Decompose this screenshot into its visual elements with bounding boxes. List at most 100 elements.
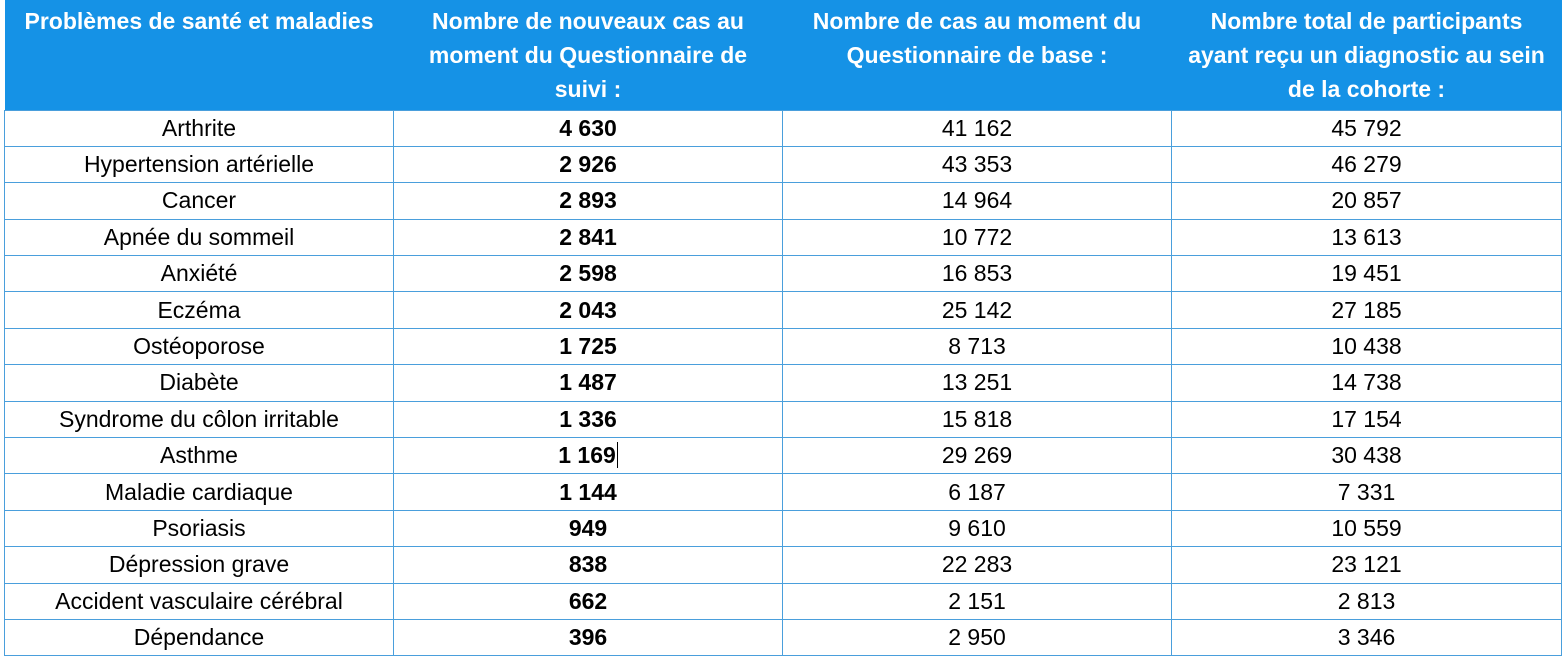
- table-row: Dépendance 396 2 950 3 346: [4, 618, 1562, 657]
- cell-new-cases[interactable]: 4 630: [393, 109, 783, 147]
- cell-condition[interactable]: Accident vasculaire cérébral: [4, 582, 394, 620]
- cell-new-cases[interactable]: 2 841: [393, 218, 783, 257]
- cell-baseline-cases[interactable]: 29 269: [782, 437, 1172, 475]
- table-row: Dépression grave 838 22 283 23 121: [4, 546, 1562, 584]
- cell-condition-text: Hypertension artérielle: [83, 151, 315, 178]
- cell-total-diagnosed-text: 14 738: [1331, 369, 1402, 396]
- cell-new-cases-text: 838: [568, 551, 608, 578]
- cell-new-cases-text: 949: [568, 514, 608, 541]
- cell-total-diagnosed[interactable]: 7 331: [1171, 473, 1562, 511]
- cell-total-diagnosed[interactable]: 10 438: [1171, 327, 1562, 366]
- cell-condition[interactable]: Asthme: [4, 437, 394, 475]
- header-condition: Problèmes de santé et maladies: [4, 0, 394, 110]
- cell-condition-text: Diabète: [159, 369, 239, 396]
- cell-total-diagnosed[interactable]: 27 185: [1171, 291, 1562, 329]
- cell-baseline-cases-text: 2 950: [948, 624, 1006, 651]
- cell-baseline-cases[interactable]: 10 772: [782, 218, 1172, 257]
- cell-total-diagnosed-text: 45 792: [1331, 114, 1402, 141]
- cell-condition[interactable]: Psoriasis: [4, 509, 394, 548]
- cell-new-cases[interactable]: 1 725: [393, 327, 783, 366]
- table-row: Ostéoporose 1 725 8 713 10 438: [4, 327, 1562, 366]
- cell-new-cases-text: 2 841: [559, 223, 617, 250]
- cell-new-cases[interactable]: 1 336: [393, 400, 783, 439]
- cell-new-cases[interactable]: 2 043: [393, 291, 783, 329]
- cell-total-diagnosed[interactable]: 23 121: [1171, 546, 1562, 584]
- cell-condition[interactable]: Arthrite: [4, 109, 394, 147]
- table-header-row: Problèmes de santé et maladies Nombre de…: [4, 0, 1562, 110]
- cell-baseline-cases[interactable]: 15 818: [782, 400, 1172, 439]
- cell-baseline-cases[interactable]: 25 142: [782, 291, 1172, 329]
- cell-condition[interactable]: Eczéma: [4, 291, 394, 329]
- table-row: Apnée du sommeil 2 841 10 772 13 613: [4, 218, 1562, 257]
- cell-total-diagnosed-text: 30 438: [1331, 442, 1402, 469]
- cell-total-diagnosed-text: 10 559: [1331, 514, 1402, 541]
- cell-baseline-cases[interactable]: 41 162: [782, 109, 1172, 147]
- cell-condition[interactable]: Ostéoporose: [4, 327, 394, 366]
- cell-baseline-cases[interactable]: 14 964: [782, 182, 1172, 220]
- cell-condition-text: Eczéma: [157, 296, 241, 323]
- cell-baseline-cases[interactable]: 9 610: [782, 509, 1172, 548]
- cell-new-cases-text: 4 630: [559, 114, 617, 141]
- table-row: Hypertension artérielle 2 926 43 353 46 279: [4, 145, 1562, 184]
- header-baseline-cases: Nombre de cas au moment du Questionnaire…: [782, 0, 1172, 110]
- cell-total-diagnosed[interactable]: 2 813: [1171, 582, 1562, 620]
- cell-baseline-cases-text: 22 283: [941, 551, 1013, 578]
- cell-new-cases[interactable]: 1 169: [393, 437, 783, 475]
- cell-new-cases[interactable]: 396: [393, 618, 783, 657]
- cell-baseline-cases[interactable]: 2 151: [782, 582, 1172, 620]
- cell-new-cases[interactable]: 2 926: [393, 145, 783, 184]
- cell-new-cases-text: 1 169: [558, 442, 618, 469]
- cell-total-diagnosed[interactable]: 20 857: [1171, 182, 1562, 220]
- cell-new-cases-text: 1 487: [559, 369, 617, 396]
- header-new-cases: Nombre de nouveaux cas au moment du Ques…: [393, 0, 783, 110]
- cell-new-cases[interactable]: 662: [393, 582, 783, 620]
- cell-condition[interactable]: Dépendance: [4, 618, 394, 657]
- cell-total-diagnosed-text: 10 438: [1331, 333, 1402, 360]
- cell-total-diagnosed[interactable]: 3 346: [1171, 618, 1562, 657]
- cell-baseline-cases[interactable]: 22 283: [782, 546, 1172, 584]
- cell-baseline-cases[interactable]: 43 353: [782, 145, 1172, 184]
- table-row: Eczéma 2 043 25 142 27 185: [4, 291, 1562, 329]
- cell-total-diagnosed-text: 7 331: [1337, 478, 1396, 505]
- cell-new-cases[interactable]: 2 598: [393, 255, 783, 293]
- cell-baseline-cases[interactable]: 13 251: [782, 364, 1172, 402]
- cell-new-cases[interactable]: 1 487: [393, 364, 783, 402]
- cell-condition[interactable]: Apnée du sommeil: [4, 218, 394, 257]
- cell-total-diagnosed[interactable]: 17 154: [1171, 400, 1562, 439]
- cell-new-cases-text: 396: [568, 624, 608, 651]
- cell-baseline-cases[interactable]: 6 187: [782, 473, 1172, 511]
- table-row: Accident vasculaire cérébral 662 2 151 2 81…: [4, 582, 1562, 620]
- cell-condition-text: Ostéoporose: [133, 333, 265, 360]
- cell-total-diagnosed[interactable]: 19 451: [1171, 255, 1562, 293]
- cell-new-cases[interactable]: 838: [393, 546, 783, 584]
- cell-new-cases[interactable]: 2 893: [393, 182, 783, 220]
- cell-new-cases[interactable]: 949: [393, 509, 783, 548]
- cell-baseline-cases-text: 8 713: [948, 333, 1006, 360]
- cell-condition[interactable]: Syndrome du côlon irritable: [4, 400, 394, 439]
- cell-condition[interactable]: Cancer: [4, 182, 394, 220]
- cell-total-diagnosed-text: 3 346: [1337, 624, 1396, 651]
- cell-condition[interactable]: Maladie cardiaque: [4, 473, 394, 511]
- cell-total-diagnosed-text: 46 279: [1331, 151, 1402, 178]
- cell-new-cases-text: 662: [568, 587, 608, 614]
- cell-baseline-cases-text: 6 187: [948, 478, 1006, 505]
- cell-new-cases-text: 1 336: [559, 405, 617, 432]
- cell-total-diagnosed[interactable]: 13 613: [1171, 218, 1562, 257]
- cell-condition[interactable]: Anxiété: [4, 255, 394, 293]
- cell-baseline-cases[interactable]: 8 713: [782, 327, 1172, 366]
- cell-condition-text: Dépendance: [133, 624, 265, 651]
- cell-total-diagnosed[interactable]: 14 738: [1171, 364, 1562, 402]
- cell-condition[interactable]: Hypertension artérielle: [4, 145, 394, 184]
- cell-total-diagnosed[interactable]: 10 559: [1171, 509, 1562, 548]
- cell-baseline-cases[interactable]: 16 853: [782, 255, 1172, 293]
- cell-new-cases[interactable]: 1 144: [393, 473, 783, 511]
- cell-total-diagnosed[interactable]: 45 792: [1171, 109, 1562, 147]
- cell-total-diagnosed[interactable]: 30 438: [1171, 437, 1562, 475]
- table-row: Maladie cardiaque 1 144 6 187 7 331: [4, 473, 1562, 511]
- cell-condition[interactable]: Dépression grave: [4, 546, 394, 584]
- cell-baseline-cases-text: 10 772: [941, 223, 1013, 250]
- cell-baseline-cases-text: 14 964: [941, 187, 1013, 214]
- cell-condition[interactable]: Diabète: [4, 364, 394, 402]
- cell-baseline-cases[interactable]: 2 950: [782, 618, 1172, 657]
- cell-total-diagnosed[interactable]: 46 279: [1171, 145, 1562, 184]
